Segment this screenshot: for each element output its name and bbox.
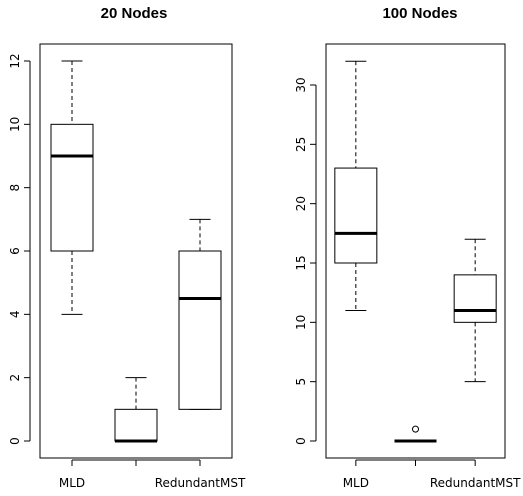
y-tick-label: 0	[8, 437, 22, 445]
box-1	[50, 60, 94, 315]
box-3	[453, 238, 497, 383]
y-tick-label: 2	[8, 374, 22, 382]
x-tick-label: RedundantMST	[430, 476, 521, 490]
y-tick-label: 12	[8, 53, 22, 68]
y-tick-label: 6	[8, 247, 22, 255]
chart-title: 100 Nodes	[382, 5, 457, 22]
iqr-box	[50, 123, 94, 252]
box-2	[394, 425, 437, 443]
y-tick-label: 5	[294, 378, 308, 386]
y-tick-label: 10	[294, 315, 308, 330]
iqr-box	[114, 408, 158, 442]
x-tick-label: RedundantMST	[155, 476, 246, 490]
x-tick-label: MLD	[343, 476, 369, 490]
y-tick-label: 0	[294, 437, 308, 445]
box-1	[334, 60, 378, 311]
outlier-point	[412, 425, 419, 433]
y-tick-label: 10	[8, 117, 22, 132]
iqr-box	[334, 167, 378, 264]
chart-panel-1: 20 Nodes 0 2 4 6 8 10 12 MLD RedundantMST	[8, 5, 246, 490]
y-tick-label: 8	[8, 184, 22, 192]
chart-title: 20 Nodes	[101, 5, 168, 22]
box-3	[178, 218, 222, 410]
plot-frame	[39, 43, 233, 459]
y-tick-label: 20	[294, 196, 308, 211]
iqr-box	[178, 250, 222, 410]
y-tick-label: 25	[294, 137, 308, 152]
y-tick-label: 15	[294, 255, 308, 270]
y-tick-label: 4	[8, 311, 22, 319]
iqr-box	[453, 274, 497, 323]
plot-frame	[325, 43, 506, 459]
chart-panel-2: 100 Nodes 0 5 10 15 20 25 30 MLD RedundantMST	[294, 5, 521, 490]
y-tick-label: 30	[294, 77, 308, 92]
x-tick-label: MLD	[59, 476, 85, 490]
box-2	[114, 377, 158, 443]
